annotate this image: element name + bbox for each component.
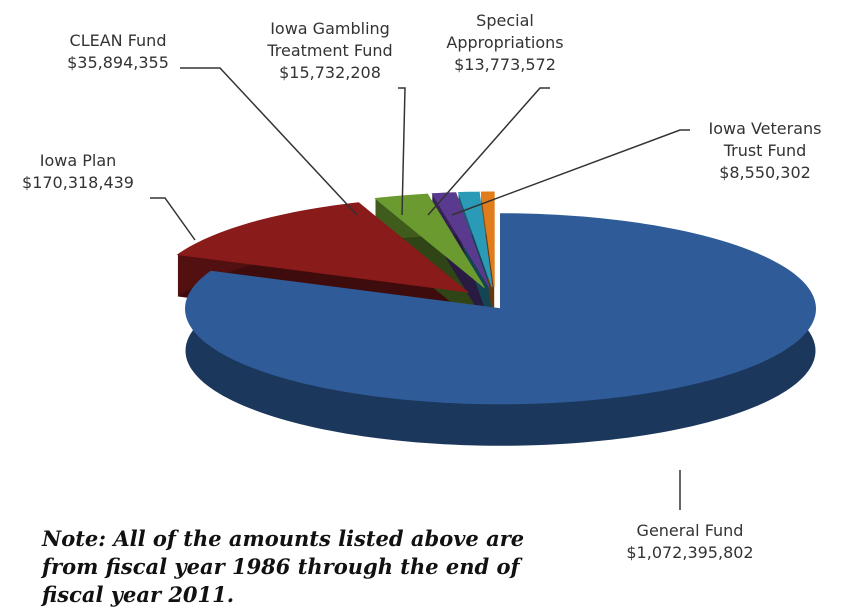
leaders [150,67,690,510]
slice [457,191,493,288]
category-label: CLEAN Fund [69,31,167,50]
leader-line [451,129,690,216]
slice [176,202,470,293]
leader-line [180,67,358,216]
value-label: $13,773,572 [454,55,556,74]
leader-line [427,87,550,216]
slice [431,192,490,288]
chart [150,67,816,510]
label: CLEAN Fund $35,894,355 [33,30,203,74]
leader-line [150,197,196,241]
category-label: Special Appropriations [446,11,564,52]
category-label: General Fund [636,521,744,540]
tops [176,191,816,405]
label: Special Appropriations $13,773,572 [440,10,570,76]
value-label: $15,732,208 [279,63,381,82]
label: Iowa Gambling Treatment Fund $15,732,208 [255,18,405,84]
leader-line [398,87,406,216]
label: Iowa Veterans Trust Fund $8,550,302 [700,118,830,184]
value-label: $35,894,355 [67,53,169,72]
category-label: Iowa Plan [39,151,117,170]
category-label: Iowa Gambling Treatment Fund [267,19,393,60]
value-label: $170,318,439 [22,173,134,192]
value-label: $1,072,395,802 [626,543,754,562]
value-label: $8,550,302 [719,163,811,182]
slice [480,191,495,288]
pie [176,191,816,446]
slice [374,193,485,289]
label: General Fund $1,072,395,802 [605,520,775,564]
category-label: Iowa Veterans Trust Fund [708,119,822,160]
note: Note: All of the amounts listed above ar… [42,526,525,607]
label: Iowa Plan $170,318,439 [0,150,158,194]
slice [185,213,816,405]
page: CLEAN Fund $35,894,355 Iowa Gambling Trea… [0,10,830,607]
